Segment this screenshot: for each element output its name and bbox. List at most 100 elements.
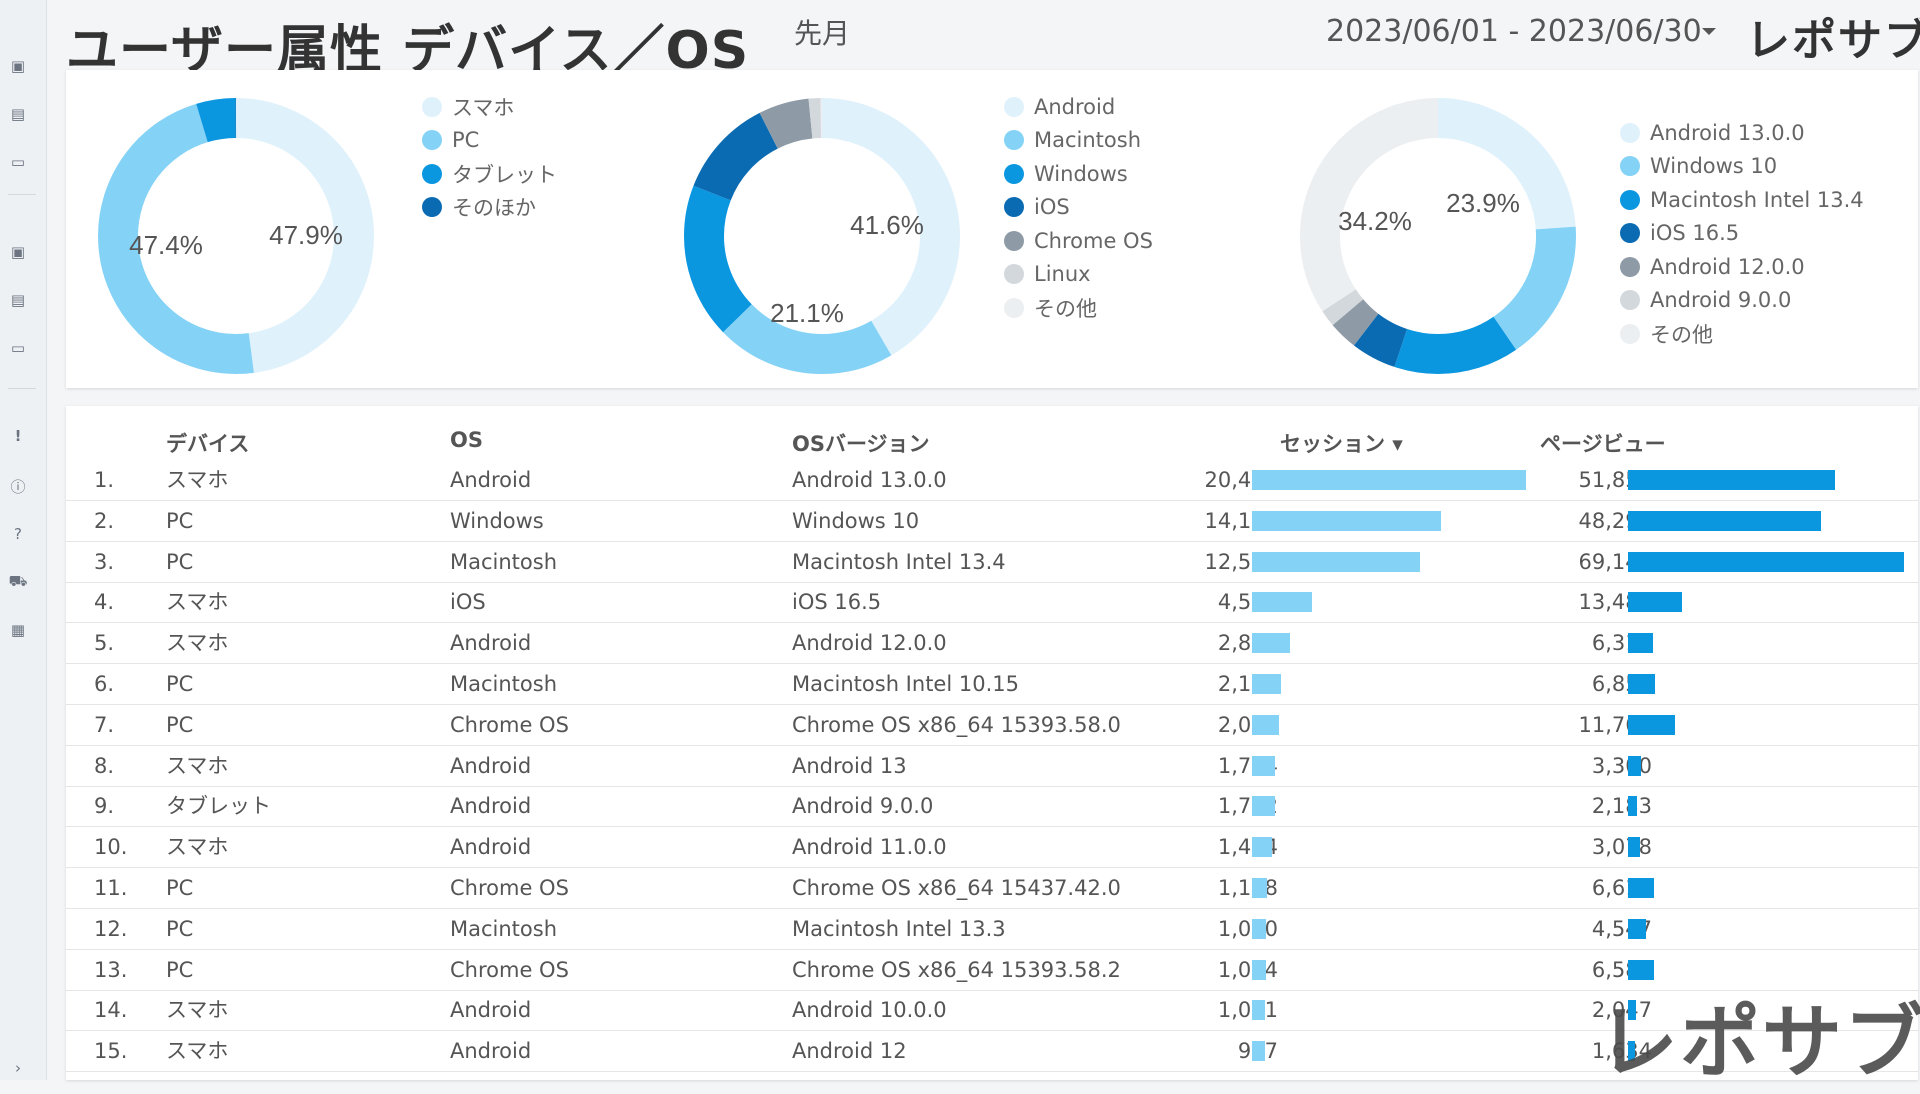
cell-os: Macintosh — [450, 672, 558, 696]
legend-item[interactable]: スマホ — [422, 90, 557, 124]
chevron-down-icon[interactable] — [1702, 28, 1716, 35]
column-header-os-version[interactable]: OSバージョン — [792, 432, 930, 456]
cell-device: スマホ — [166, 468, 229, 492]
legend-item[interactable]: Macintosh — [1004, 124, 1153, 158]
legend-item[interactable]: Linux — [1004, 258, 1153, 292]
os-version-legend: Android 13.0.0 Windows 10 Macintosh Intel … — [1620, 116, 1864, 351]
donut-slice[interactable] — [684, 98, 960, 374]
column-header-sessions[interactable]: セッション ▾ — [1280, 432, 1403, 456]
column-header-os[interactable]: OS — [450, 428, 483, 452]
sessions-bar — [1252, 878, 1268, 898]
table-row[interactable]: 13. PC Chrome OS Chrome OS x86_64 15393.58.… — [66, 950, 1918, 991]
period-label: 先月 — [794, 17, 851, 50]
legend-item[interactable]: Android — [1004, 90, 1153, 124]
help-icon[interactable]: ? — [14, 525, 22, 543]
cell-device: PC — [166, 712, 194, 737]
column-header-pageviews[interactable]: ページビュー — [1540, 432, 1666, 456]
table-row[interactable]: 2. PC Windows Windows 10 14,147 48,293 — [66, 501, 1918, 542]
row-rank: 9. — [94, 794, 115, 819]
legend-swatch — [1620, 156, 1640, 177]
device-donut-chart: 47.9% 47.4% — [98, 98, 374, 374]
donut-slice[interactable] — [1300, 98, 1576, 374]
table-row[interactable]: 12. PC Macintosh Macintosh Intel 13.3 1,060 4… — [66, 909, 1918, 950]
legend-item[interactable]: Chrome OS — [1004, 224, 1153, 258]
bar-chart-icon[interactable]: ▤ — [10, 291, 26, 309]
donut-slice[interactable] — [684, 98, 960, 374]
cell-device: スマホ — [166, 631, 229, 656]
legend-item[interactable]: その他 — [1004, 291, 1153, 325]
table-row[interactable]: 10. スマホ Android Android 11.0.0 1,474 3,078 — [66, 827, 1918, 869]
table-row[interactable]: 7. PC Chrome OS Chrome OS x86_64 15393.58.0… — [66, 705, 1918, 746]
cell-os: Android — [450, 631, 532, 656]
row-rank: 5. — [94, 631, 115, 656]
chevron-right-icon[interactable]: › — [15, 1059, 21, 1077]
donut-slice[interactable] — [98, 98, 374, 374]
legend-item[interactable]: Windows 10 — [1620, 150, 1864, 184]
cell-device: PC — [166, 672, 194, 696]
legend-label: Android 12.0.0 — [1650, 254, 1805, 279]
calendar-icon[interactable]: ▣ — [10, 243, 26, 261]
pageviews-bar — [1628, 714, 1675, 735]
donut-slice[interactable] — [684, 98, 960, 374]
cell-sessions: 1,001 — [1217, 998, 1278, 1023]
cell-sessions: 1,014 — [1217, 957, 1278, 982]
date-range-picker[interactable]: 2023/06/01 - 2023/06/30 — [1326, 14, 1702, 49]
table-row[interactable]: 1. スマホ Android Android 13.0.0 20,471 51,851 — [66, 460, 1918, 501]
legend-item[interactable]: PC — [422, 124, 557, 158]
sessions-bar — [1252, 755, 1276, 776]
table-row[interactable]: 5. スマホ Android Android 12.0.0 2,869 6,313 — [66, 623, 1918, 665]
donut-slice[interactable] — [98, 98, 374, 374]
cell-pageviews: 2,047 — [1591, 998, 1652, 1023]
table-row[interactable]: 9. タブレット Android Android 9.0.0 1,742 2,183 — [66, 786, 1918, 828]
calendar-icon[interactable]: ▣ — [10, 57, 26, 75]
pageviews-bar — [1628, 1000, 1637, 1021]
donut-slice[interactable] — [1300, 98, 1576, 374]
legend-swatch — [1620, 256, 1640, 277]
cell-device: スマホ — [166, 590, 229, 615]
folder-icon[interactable]: ▭ — [10, 339, 26, 357]
legend-item[interactable]: その他 — [1620, 317, 1864, 351]
legend-swatch — [422, 197, 442, 218]
legend-item[interactable]: Windows — [1004, 157, 1153, 191]
legend-item[interactable]: タブレット — [422, 157, 557, 191]
rail-divider — [8, 194, 36, 195]
cart-icon[interactable]: ⛟ — [8, 572, 28, 590]
cell-os-version: Android 13.0.0 — [792, 468, 947, 492]
table-row[interactable]: 11. PC Chrome OS Chrome OS x86_64 15437.42.… — [66, 868, 1918, 909]
table-row[interactable]: 4. スマホ iOS iOS 16.5 4,505 13,489 — [66, 582, 1918, 624]
table-row[interactable]: 6. PC Macintosh Macintosh Intel 10.15 2,174 6… — [66, 664, 1918, 705]
row-rank: 13. — [94, 957, 128, 982]
bar-chart-icon[interactable]: ▤ — [10, 105, 26, 123]
column-header-device[interactable]: デバイス — [166, 432, 250, 456]
legend-item[interactable]: iOS — [1004, 191, 1153, 225]
legend-swatch — [1620, 323, 1640, 344]
cell-os: Chrome OS — [450, 712, 569, 737]
cell-sessions: 1,060 — [1217, 916, 1278, 941]
legend-item[interactable]: Android 13.0.0 — [1620, 116, 1864, 150]
legend-item[interactable]: そのほか — [422, 191, 557, 225]
table-row[interactable]: 8. スマホ Android Android 13 1,754 3,300 — [66, 746, 1918, 787]
legend-item[interactable]: iOS 16.5 — [1620, 217, 1864, 251]
store-icon[interactable]: ▦ — [10, 621, 26, 639]
cell-pageviews: 2,183 — [1591, 794, 1652, 819]
report-header: ユーザー属性 デバイス／OS 先月 2023/06/01 - 2023/06/3… — [66, 0, 1920, 81]
legend-item[interactable]: Android 12.0.0 — [1620, 250, 1864, 284]
info-icon[interactable]: ⓘ — [10, 477, 26, 496]
legend-swatch — [1620, 223, 1640, 244]
legend-item[interactable]: Macintosh Intel 13.4 — [1620, 183, 1864, 217]
pageviews-bar — [1628, 796, 1637, 817]
table-row[interactable]: 3. PC Macintosh Macintosh Intel 13.4 12,561 6… — [66, 542, 1918, 583]
device-legend: スマホ PC タブレット そのほか — [422, 90, 557, 224]
cell-pageviews: 1,634 — [1591, 1039, 1652, 1064]
donut-slice[interactable] — [1300, 98, 1576, 374]
legend-swatch — [1620, 189, 1640, 210]
legend-swatch — [1004, 264, 1024, 285]
cell-os: iOS — [450, 590, 486, 615]
legend-item[interactable]: Android 9.0.0 — [1620, 284, 1864, 318]
alert-icon[interactable]: ! — [14, 427, 22, 445]
cell-os: Android — [450, 753, 532, 778]
folder-icon[interactable]: ▭ — [10, 153, 26, 171]
cell-os-version: Android 9.0.0 — [792, 794, 934, 819]
table-row[interactable]: 14. スマホ Android Android 10.0.0 1,001 2,047 — [66, 990, 1918, 1032]
